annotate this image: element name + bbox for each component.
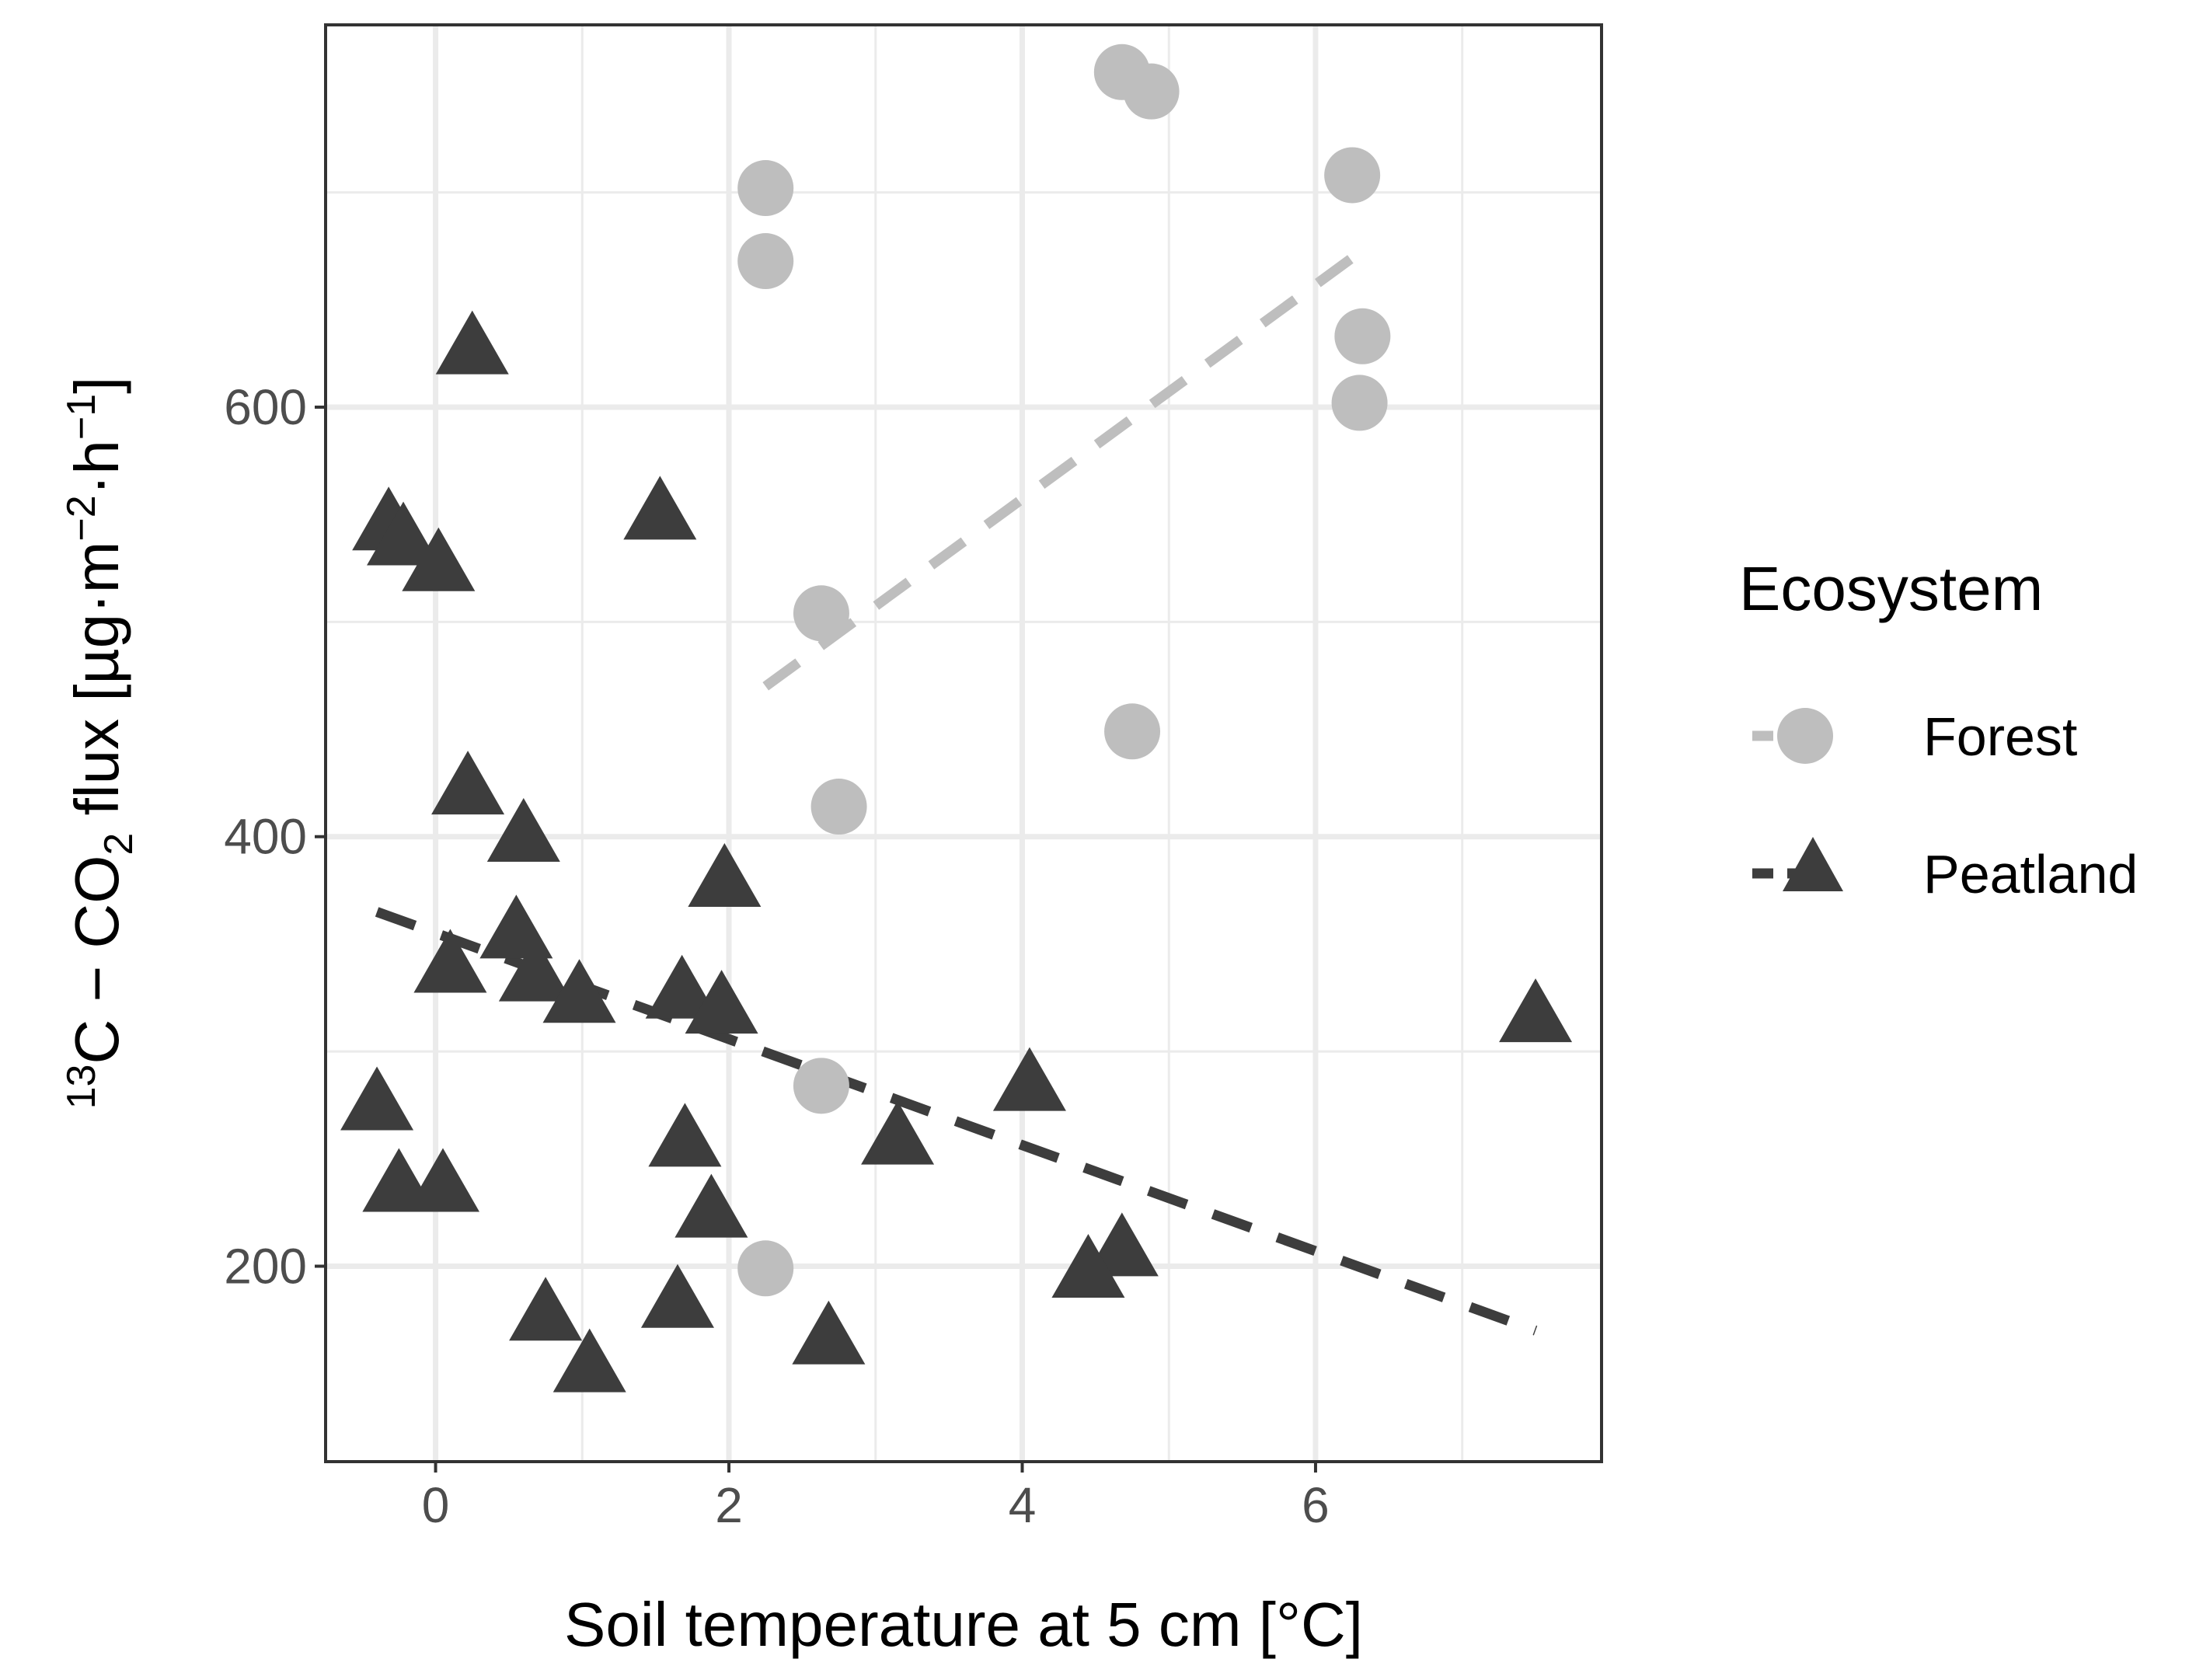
panel-border xyxy=(324,23,1603,1463)
y-axis-title-h-text: ·h xyxy=(62,440,131,495)
y-axis-title-flux-text: flux [µg·m xyxy=(62,542,131,833)
data-point-forest xyxy=(1334,308,1391,364)
data-point-peatland xyxy=(1051,1234,1125,1298)
data-point-forest xyxy=(1104,703,1161,760)
y-tick-label: 400 xyxy=(224,809,307,865)
major-gridlines xyxy=(326,25,1602,1462)
y-axis-title-h-exponent: −1 xyxy=(59,394,104,440)
y-axis-title-isotope-mass: 13 xyxy=(59,1065,104,1110)
minor-gridlines xyxy=(326,25,1602,1462)
data-point-peatland xyxy=(623,476,697,540)
data-point-peatland xyxy=(674,1173,748,1238)
x-tick-label: 2 xyxy=(715,1477,743,1533)
legend-label-peatland: Peatland xyxy=(1923,844,2138,904)
data-point-peatland xyxy=(645,954,719,1019)
data-point-peatland xyxy=(542,959,616,1023)
data-point-peatland xyxy=(792,1300,866,1365)
data-point-forest xyxy=(1324,147,1381,204)
y-axis-title-m-exponent: −2 xyxy=(59,495,104,541)
x-tick-label: 6 xyxy=(1302,1477,1330,1533)
trend-line-forest xyxy=(762,248,1363,691)
data-point-peatland xyxy=(861,1100,935,1165)
data-point-peatland xyxy=(1499,978,1573,1043)
data-point-forest xyxy=(810,779,867,835)
y-tick-label: 600 xyxy=(224,379,307,435)
legend: Ecosystem Forest Peatland xyxy=(1739,554,2138,904)
data-point-peatland xyxy=(340,1066,414,1131)
data-point-peatland xyxy=(509,1277,583,1341)
data-point-forest xyxy=(793,585,849,642)
data-point-peatland xyxy=(992,1047,1066,1111)
legend-label-forest: Forest xyxy=(1923,706,2077,767)
data-point-peatland xyxy=(552,1328,626,1392)
data-point-peatland xyxy=(406,1148,479,1212)
x-tick-label: 0 xyxy=(422,1477,450,1533)
data-point-forest xyxy=(793,1058,849,1114)
legend-peatland-triangle xyxy=(1783,837,1843,891)
data-point-peatland xyxy=(1085,1212,1159,1277)
legend-forest-circle xyxy=(1777,708,1833,764)
data-point-peatland xyxy=(685,970,758,1034)
data-point-peatland xyxy=(435,310,509,375)
data-point-forest xyxy=(1123,63,1180,120)
data-point-forest xyxy=(737,233,794,290)
data-point-peatland xyxy=(688,843,762,908)
y-axis-title-close-bracket: ] xyxy=(62,377,131,394)
data-point-forest xyxy=(737,1240,794,1297)
legend-key-peatland xyxy=(1752,837,1843,891)
tick-labels: 0 2 4 6 200 400 600 xyxy=(224,379,1330,1533)
data-point-peatland xyxy=(498,937,572,1002)
data-point-peatland xyxy=(431,751,505,815)
data-point-peatland xyxy=(648,1103,722,1167)
data-point-forest xyxy=(1331,375,1388,431)
axis-ticks xyxy=(315,405,1317,1473)
data-point-forest xyxy=(737,160,794,217)
x-axis-title: Soil temperature at 5 cm [°C] xyxy=(564,1590,1363,1659)
legend-title: Ecosystem xyxy=(1739,554,2043,623)
data-point-peatland xyxy=(413,929,487,993)
data-point-peatland xyxy=(402,527,476,591)
data-point-peatland xyxy=(486,797,560,862)
data-point-peatland xyxy=(367,501,441,566)
data-point-peatland xyxy=(640,1263,714,1328)
y-axis-title-group: 13C − CO2 flux [µg·m−2·h−1] xyxy=(59,377,141,1110)
y-tick-label: 200 xyxy=(224,1238,307,1294)
data-points xyxy=(340,44,1573,1392)
y-axis-title-co2-subscript: 2 xyxy=(96,833,141,856)
y-axis-title: 13C − CO2 flux [µg·m−2·h−1] xyxy=(59,377,141,1110)
y-axis-title-compound: C − CO xyxy=(62,856,131,1065)
legend-key-forest xyxy=(1752,708,1833,764)
x-tick-label: 4 xyxy=(1009,1477,1037,1533)
